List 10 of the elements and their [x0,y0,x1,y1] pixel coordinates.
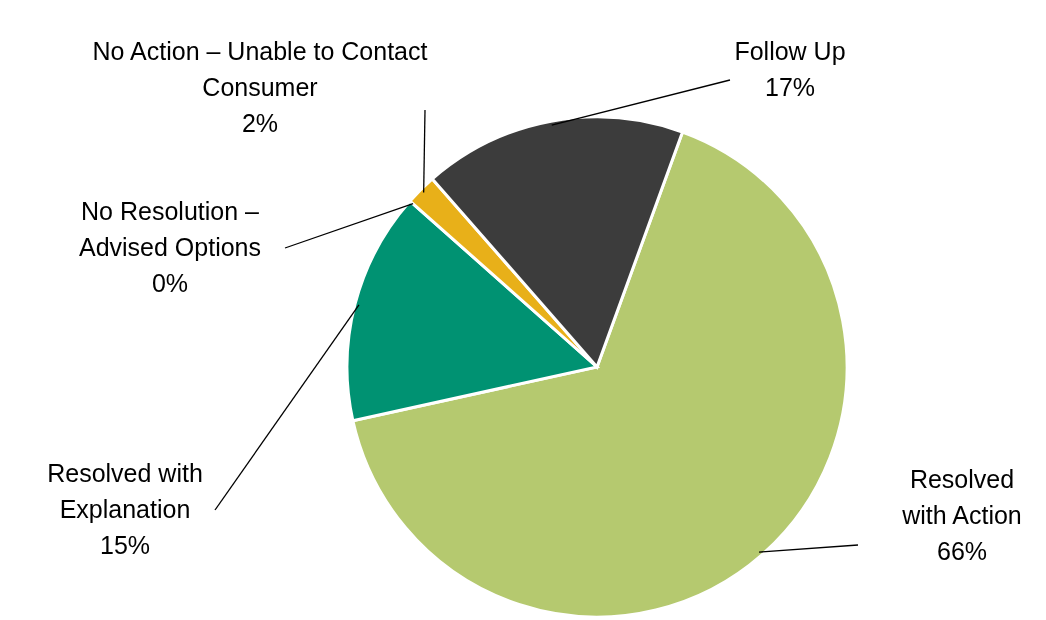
text: 0% [151,269,189,297]
category-label: No Resolution – Advised Options [78,197,262,261]
slice-label: Resolved with Explanation [47,459,203,523]
slice-label: Resolved with Action [901,465,1022,529]
data-label: 17% [764,73,816,101]
data-label: 15% [99,531,151,559]
data-label: 66% [936,537,988,565]
slice-label: No Action – Unable to Contact Consumer [92,37,428,101]
data-label: 2% [241,109,279,137]
slice-label: Follow Up [734,37,846,65]
